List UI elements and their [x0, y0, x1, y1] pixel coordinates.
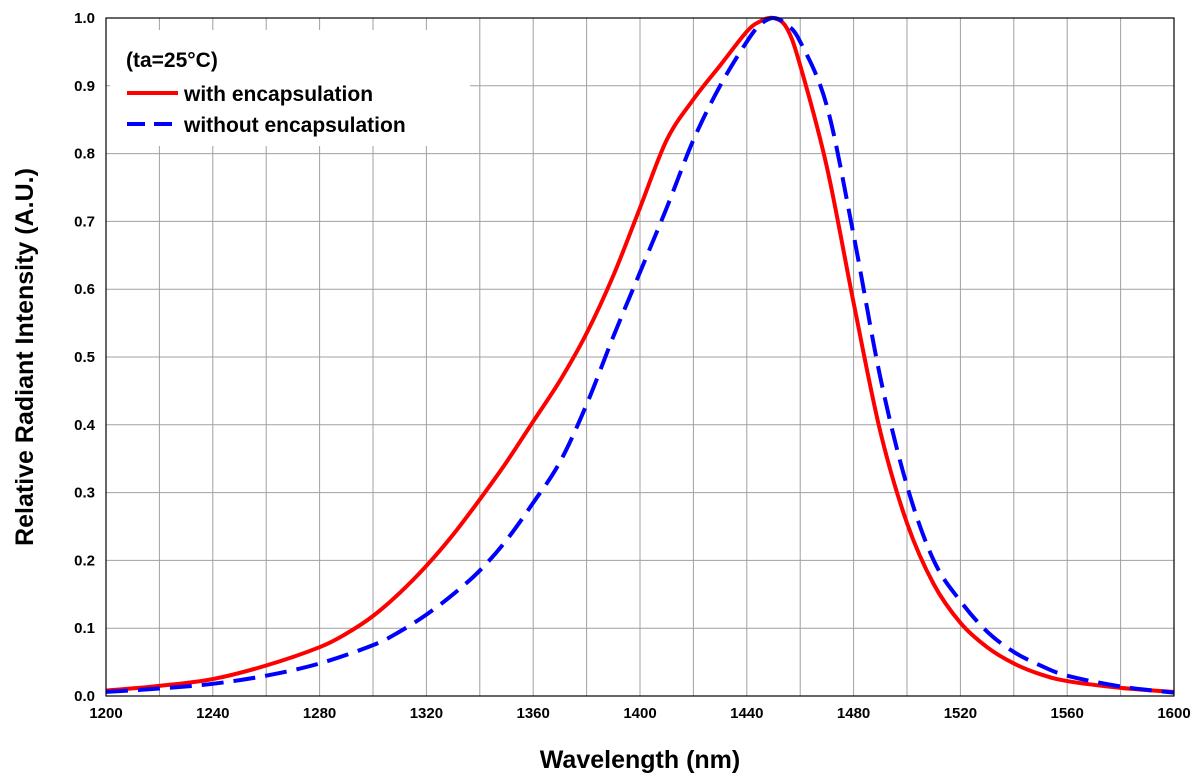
x-tick-label: 1200: [89, 705, 122, 722]
series-layer: [105, 15, 1175, 695]
x-tick-label: 1560: [1051, 705, 1084, 722]
legend-label-without-encapsulation: without encapsulation: [183, 114, 406, 137]
x-tick-label: 1240: [196, 705, 229, 722]
y-axis-label: Relative Radiant Intensity (A.U.): [11, 168, 39, 546]
y-tick-label: 0.7: [74, 213, 95, 230]
legend: (ta=25°C) with encapsulation without enc…: [110, 30, 470, 146]
y-axis-ticks: 0.0 0.1 0.2 0.3 0.4 0.5 0.6 0.7 0.8 0.9 1.0: [74, 10, 96, 705]
legend-box: [110, 30, 470, 146]
series-line-without-encapsulation: [105, 16, 1175, 695]
legend-note: (ta=25°C): [126, 49, 218, 72]
x-tick-label: 1400: [623, 705, 656, 722]
y-tick-label: 0.8: [74, 146, 95, 163]
x-tick-label: 1440: [730, 705, 763, 722]
x-tick-label: 1280: [303, 705, 336, 722]
legend-label-with-encapsulation: with encapsulation: [183, 83, 373, 106]
y-tick-label: 1.0: [74, 10, 95, 27]
y-tick-label: 0.3: [74, 485, 95, 502]
series-line-with-encapsulation: [105, 15, 1175, 694]
y-tick-label: 0.4: [74, 417, 96, 434]
y-tick-label: 0.5: [74, 349, 95, 366]
plot-frame: [105, 17, 1175, 697]
y-tick-label: 0.2: [74, 552, 95, 569]
x-tick-label: 1360: [517, 705, 550, 722]
y-tick-label: 0.9: [74, 78, 95, 95]
x-tick-label: 1320: [410, 705, 443, 722]
x-tick-label: 1480: [837, 705, 870, 722]
y-tick-label: 0.1: [74, 620, 95, 637]
x-axis-label: Wavelength (nm): [540, 746, 740, 774]
y-tick-label: 0.6: [74, 281, 95, 298]
x-axis-ticks: 1200 1240 1280 1320 1360 1400 1440 1480 1520 1560…: [89, 705, 1190, 722]
x-tick-label: 1520: [944, 705, 977, 722]
x-tick-label: 1600: [1157, 705, 1190, 722]
y-tick-label: 0.0: [74, 688, 95, 705]
